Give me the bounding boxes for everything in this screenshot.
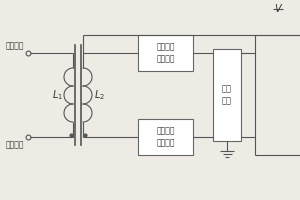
Text: V: V [275,4,281,14]
Text: 高频信号
接收模块: 高频信号 接收模块 [156,126,175,148]
Text: 号输出端: 号输出端 [5,41,24,50]
Text: 号输入端: 号输入端 [5,140,24,149]
Bar [213,49,241,141]
Text: 高频信号
发生模块: 高频信号 发生模块 [156,42,175,64]
Text: $L_1$: $L_1$ [52,88,64,102]
Text: $L_2$: $L_2$ [94,88,104,102]
Text: 主控
模块: 主控 模块 [222,84,232,106]
Bar [138,119,193,155]
Bar [138,35,193,71]
